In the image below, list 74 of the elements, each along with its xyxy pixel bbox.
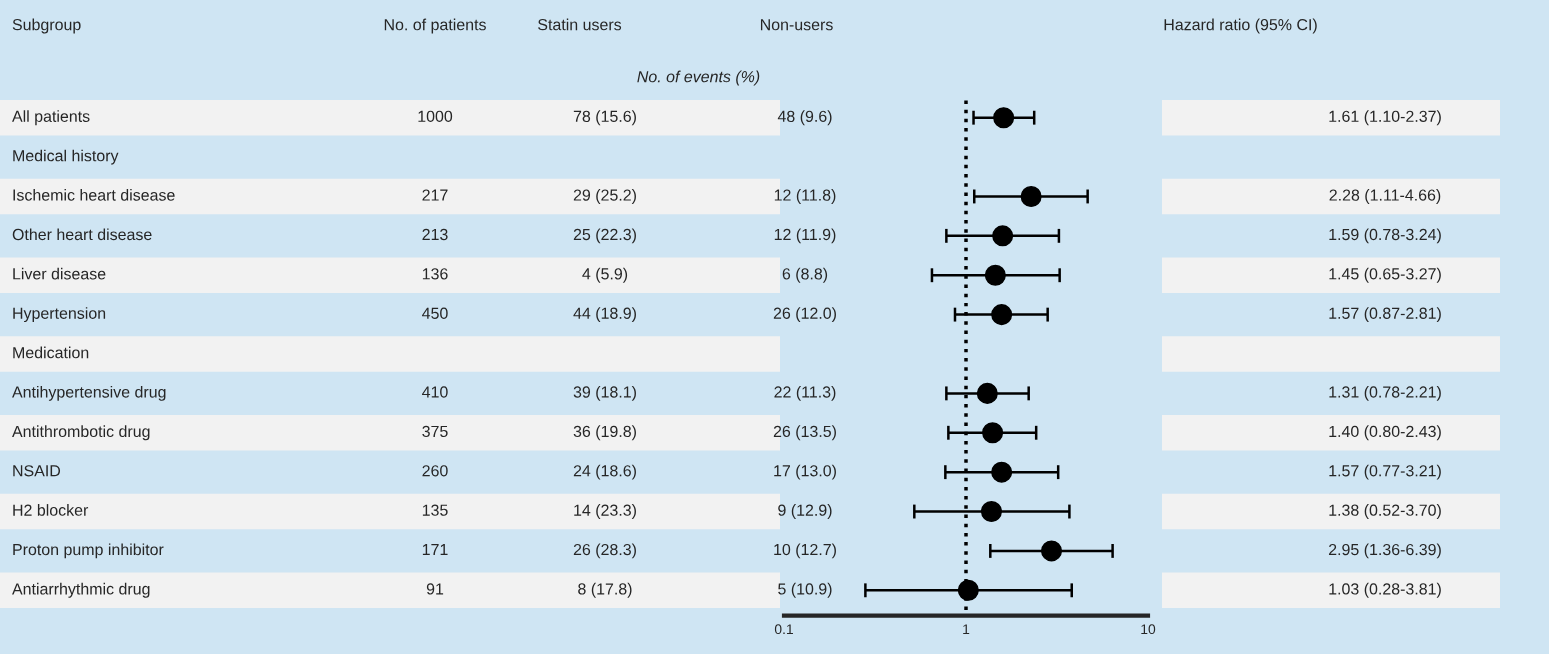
text: 171 (422, 544, 448, 556)
text: 135 (422, 504, 448, 516)
text: H2 blocker (13, 504, 89, 516)
text: 29 (25.2) (573, 189, 636, 204)
text: 8 (17.8) (578, 582, 632, 598)
annotation: 48 (9.6) (777, 110, 832, 126)
text: 1.38 (0.52-3.70) (1329, 504, 1441, 519)
annotation: 10 (12.7) (774, 543, 836, 559)
text: 14 (23.3) (574, 504, 636, 519)
annotation: 6 (8.8) (782, 267, 828, 283)
text: 1.57 (0.77-3.21) (1329, 464, 1441, 480)
text: No. of patients (384, 18, 486, 34)
text: Ischemic heart disease (13, 189, 175, 201)
text: 24 (18.6) (573, 464, 636, 480)
text: 450 (422, 307, 448, 319)
annotation: 12 (11.8) (774, 189, 836, 204)
point (991, 461, 1013, 483)
text: Subgroup (12, 18, 81, 34)
text: 1.57 (0.87-2.81) (1329, 307, 1441, 323)
text: Medication (13, 346, 89, 359)
annotation: 22 (11.3) (774, 385, 836, 401)
text: No. of events (%) (637, 70, 760, 86)
text: Antihypertensive drug (12, 385, 166, 401)
text: Antiarrhythmic drug (12, 582, 150, 598)
text: Antithrombotic drug (12, 425, 150, 441)
annotation: 5 (10.9) (778, 582, 832, 598)
text: Proton pump inhibitor (13, 543, 164, 559)
text: 78 (15.6) (573, 110, 636, 126)
x-tick-label: 0.1 (774, 624, 793, 635)
text: Liver disease (13, 267, 106, 280)
point (984, 264, 1006, 286)
text: 36 (19.8) (573, 425, 636, 441)
text: 1.61 (1.10-2.37) (1329, 110, 1441, 126)
text: 136 (422, 268, 448, 280)
text: 26 (28.3) (573, 543, 636, 559)
text: 217 (422, 189, 448, 201)
annotation: 12 (11.9) (774, 228, 836, 244)
annotation: 9 (12.9) (778, 504, 832, 519)
annotation: 17 (13.0) (774, 464, 836, 480)
x-tick-label: 10 (1141, 624, 1156, 635)
text: 1.31 (0.78-2.21) (1329, 385, 1441, 401)
text: 260 (422, 465, 448, 477)
x-tick-label: 1 (963, 624, 970, 634)
text: Non-users (760, 19, 833, 31)
text: 44 (18.9) (573, 307, 636, 323)
point (982, 422, 1004, 444)
text: 1.03 (0.28-3.81) (1329, 582, 1441, 598)
point (1020, 185, 1042, 207)
text: 1000 (418, 110, 453, 122)
point (980, 501, 1002, 523)
annotation: 26 (13.5) (773, 425, 836, 441)
text: NSAID (13, 465, 61, 477)
text: Hypertension (13, 307, 106, 323)
point (991, 304, 1013, 326)
text: 213 (422, 228, 448, 241)
text: 410 (422, 386, 448, 398)
text: Medical history (13, 149, 119, 165)
text: 1.59 (0.78-3.24) (1329, 228, 1441, 244)
text: 1.45 (0.65-3.27) (1329, 267, 1441, 283)
text: 1.40 (0.80-2.43) (1329, 425, 1441, 441)
point (992, 225, 1014, 247)
text: 2.95 (1.36-6.39) (1328, 543, 1441, 559)
text: 2.28 (1.11-4.66) (1329, 189, 1441, 204)
text: 39 (18.1) (573, 385, 636, 401)
text: Other heart disease (12, 228, 152, 241)
text: 91 (426, 583, 444, 595)
text: Statin users (538, 18, 622, 31)
text: 375 (422, 425, 448, 438)
annotation: 26 (12.0) (773, 307, 836, 323)
text: Hazard ratio (95% CI) (1164, 18, 1317, 34)
point (993, 107, 1015, 129)
text: 25 (22.3) (573, 228, 636, 244)
text: 4 (5.9) (582, 267, 628, 283)
text: All patients (12, 110, 90, 126)
